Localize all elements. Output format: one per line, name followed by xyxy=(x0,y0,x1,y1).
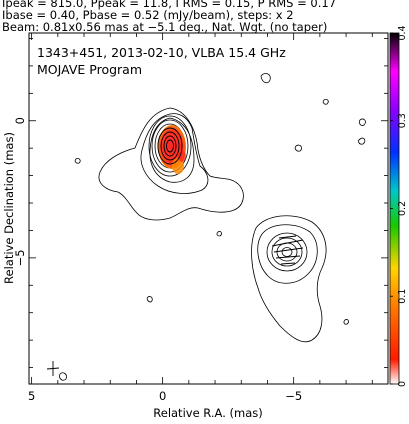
y-tick-label: 0 xyxy=(13,117,27,124)
x-tick-label: 0 xyxy=(159,389,166,403)
noise-contour xyxy=(322,98,329,105)
core-contour-1 xyxy=(148,115,192,177)
plot-frame xyxy=(28,32,389,385)
polarization-vectors xyxy=(271,235,304,265)
noise-contour xyxy=(358,118,366,126)
core-intensity-wing xyxy=(178,150,186,162)
header-line-1: Ipeak = 815.0, Ppeak = 11.8, I RMS = 0.1… xyxy=(2,0,337,10)
header-line-2: Ibase = 0.40, Pbase = 0.52 (mJy/beam), s… xyxy=(2,8,294,22)
lobe-contour-6 xyxy=(281,247,293,257)
colorbar-tick-label: 0.2 xyxy=(397,201,408,216)
y-axis-title: Relative Declination (mas) xyxy=(2,132,16,284)
jet-contour-2 xyxy=(140,113,209,194)
core-contour-overlay xyxy=(157,127,183,165)
x-axis-title: Relative R.A. (mas) xyxy=(153,406,262,420)
lobe-contour-3 xyxy=(266,232,308,272)
jet-outer-contour xyxy=(98,107,244,221)
noise-contour xyxy=(260,73,271,84)
lobe-contour-2 xyxy=(257,224,318,284)
noise-contour xyxy=(216,231,222,237)
core-contour-2 xyxy=(151,119,189,173)
jet-contour-3 xyxy=(149,117,195,183)
lobe-contour-5 xyxy=(276,242,298,262)
colorbar-tick-label: 0 xyxy=(397,381,408,387)
colorbar-ticks: 0 0.1 0.2 0.3 0.4 xyxy=(390,25,408,387)
chart-subtitle: MOJAVE Program xyxy=(37,62,142,77)
beam-ellipse xyxy=(46,361,60,376)
noise-contour xyxy=(294,144,303,152)
colorbar-tick-label: 0.3 xyxy=(397,113,408,128)
noise-contour xyxy=(343,319,349,325)
noise-contour xyxy=(358,137,366,145)
lobe-outer-contour xyxy=(251,215,327,343)
noise-contour xyxy=(59,372,67,381)
noise-contour xyxy=(146,296,153,303)
lobe-contour-4 xyxy=(271,237,303,267)
y-tick-label: −5 xyxy=(13,249,27,266)
colorbar-tick-label: 0.4 xyxy=(397,25,408,40)
x-tick-label: −5 xyxy=(285,389,302,403)
noise-contour xyxy=(74,158,81,164)
contour-map xyxy=(59,73,366,381)
chart-title: 1343+451, 2013-02-10, VLBA 15.4 GHz xyxy=(37,45,286,60)
axis-ticks xyxy=(29,33,388,384)
header-line-3: Beam: 0.81x0.56 mas at −5.1 deg., Nat. W… xyxy=(2,20,328,34)
colorbar-tick-label: 0.1 xyxy=(397,289,408,304)
x-tick-label: 5 xyxy=(28,389,35,403)
